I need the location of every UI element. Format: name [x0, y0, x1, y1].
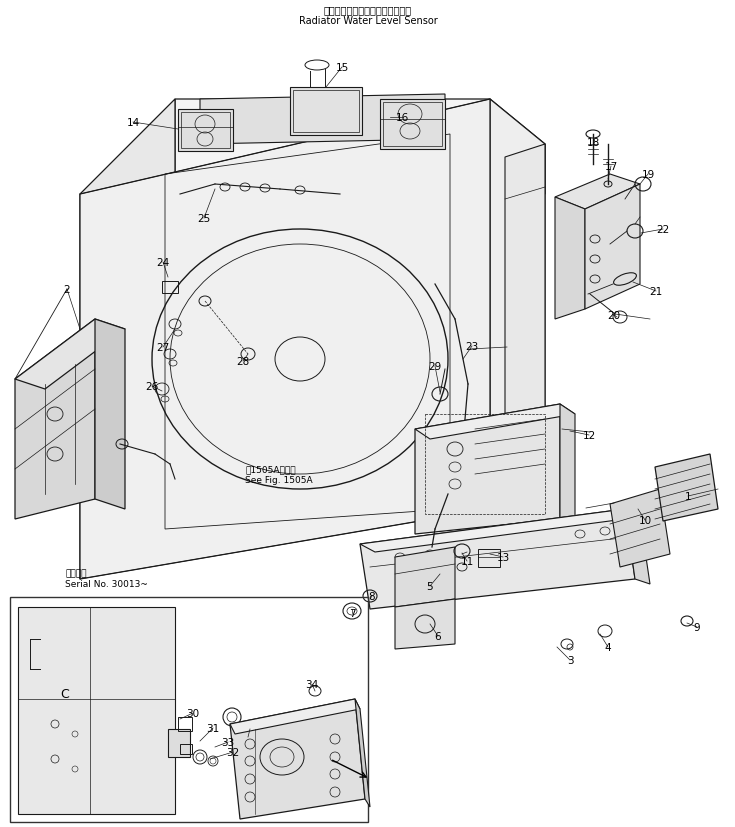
Text: See Fig. 1505A: See Fig. 1505A: [245, 476, 312, 485]
Polygon shape: [230, 699, 360, 734]
Polygon shape: [415, 404, 560, 534]
Polygon shape: [610, 490, 670, 567]
Bar: [162, 282, 178, 294]
Text: 27: 27: [157, 342, 170, 352]
Polygon shape: [360, 509, 640, 552]
Text: 1: 1: [685, 491, 692, 501]
Text: 13: 13: [496, 552, 509, 562]
Bar: [290, 88, 362, 136]
Text: C: C: [60, 688, 69, 700]
Polygon shape: [490, 100, 545, 509]
Bar: [178, 110, 233, 152]
Text: 9: 9: [694, 622, 700, 632]
Text: 適用号機: 適用号機: [65, 569, 87, 578]
Text: 14: 14: [126, 118, 140, 128]
Text: 3: 3: [567, 655, 573, 665]
Text: 21: 21: [650, 287, 663, 297]
Polygon shape: [15, 319, 95, 519]
Polygon shape: [230, 699, 365, 819]
Text: 24: 24: [157, 258, 170, 268]
Text: 10: 10: [639, 515, 651, 525]
Bar: [383, 103, 442, 147]
Polygon shape: [18, 607, 175, 814]
Text: 12: 12: [582, 431, 595, 441]
Polygon shape: [625, 509, 650, 585]
Text: 30: 30: [187, 708, 200, 718]
Text: 6: 6: [434, 631, 441, 641]
Text: 2: 2: [64, 284, 71, 294]
Polygon shape: [585, 184, 640, 309]
Text: 20: 20: [607, 311, 620, 321]
Bar: [293, 91, 359, 133]
Text: 17: 17: [604, 162, 617, 172]
Bar: [168, 729, 190, 757]
Text: 16: 16: [395, 112, 409, 123]
Polygon shape: [505, 145, 545, 495]
Text: 32: 32: [226, 747, 240, 757]
Bar: [181, 112, 230, 149]
Polygon shape: [95, 319, 125, 509]
Text: ㅔ1505A図参照: ㅔ1505A図参照: [245, 465, 295, 474]
Polygon shape: [555, 198, 585, 319]
Text: 15: 15: [335, 63, 348, 73]
Text: Serial No. 30013~: Serial No. 30013~: [65, 580, 148, 589]
Text: 8: 8: [369, 591, 376, 601]
Polygon shape: [360, 509, 635, 609]
Text: 31: 31: [207, 723, 220, 733]
Text: 22: 22: [656, 225, 670, 235]
Polygon shape: [175, 100, 545, 195]
Bar: [478, 549, 500, 567]
Polygon shape: [395, 547, 455, 607]
Text: 4: 4: [605, 643, 612, 653]
Text: 34: 34: [305, 679, 319, 689]
Text: 23: 23: [465, 342, 478, 351]
Polygon shape: [560, 404, 575, 529]
Text: 25: 25: [198, 213, 211, 224]
Polygon shape: [395, 600, 455, 649]
Bar: [380, 100, 445, 150]
Text: ラジエータウォータレベルセンサ: ラジエータウォータレベルセンサ: [324, 5, 412, 15]
Bar: [425, 414, 545, 514]
Text: 7: 7: [348, 609, 355, 619]
Text: 18: 18: [587, 138, 600, 148]
Text: 29: 29: [429, 361, 442, 371]
Text: 5: 5: [427, 581, 434, 591]
Bar: [180, 744, 192, 754]
Text: 33: 33: [221, 737, 234, 747]
Text: 11: 11: [460, 557, 473, 566]
Polygon shape: [415, 404, 575, 439]
Text: Radiator Water Level Sensor: Radiator Water Level Sensor: [298, 16, 437, 26]
Bar: [178, 717, 192, 731]
Polygon shape: [655, 455, 718, 521]
Text: 28: 28: [237, 356, 250, 366]
Polygon shape: [200, 95, 445, 145]
Polygon shape: [80, 100, 175, 579]
Bar: [10, 597, 368, 822]
Text: 26: 26: [146, 381, 159, 391]
Polygon shape: [15, 319, 125, 390]
Polygon shape: [555, 174, 640, 210]
Polygon shape: [355, 699, 370, 807]
Text: 19: 19: [642, 170, 655, 179]
Polygon shape: [80, 100, 490, 579]
